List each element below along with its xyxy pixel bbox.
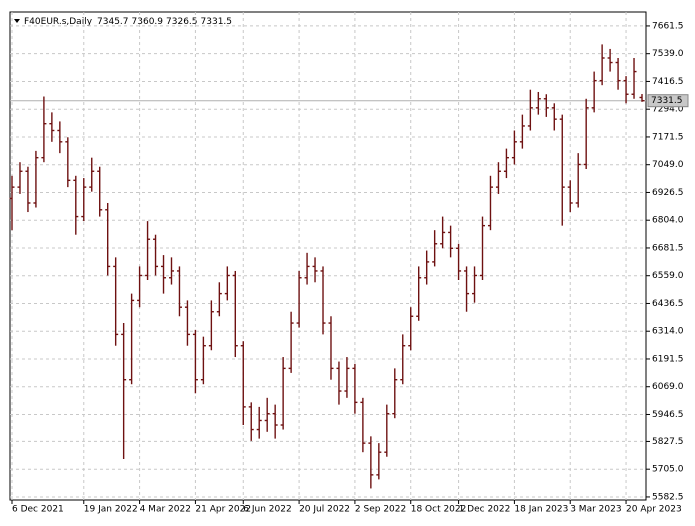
y-tick-label: 7416.5	[652, 77, 684, 87]
x-tick-label: 20 Jul 2022	[299, 505, 350, 515]
y-tick-label: 7539.0	[652, 49, 684, 59]
x-tick-label: 19 Jan 2022	[84, 505, 138, 515]
low-value: 7326.5	[166, 17, 198, 27]
y-tick-label: 6069.0	[652, 382, 684, 392]
y-tick-label: 6804.0	[652, 216, 684, 226]
x-tick-label: 3 Mar 2023	[570, 505, 621, 515]
y-tick-label: 6191.5	[652, 354, 684, 364]
y-tick-label: 7049.0	[652, 160, 684, 170]
y-tick-label: 6926.5	[652, 188, 684, 198]
x-tick-label: 18 Jan 2023	[514, 505, 568, 515]
y-tick-label: 6681.5	[652, 243, 684, 253]
y-tick-label: 6436.5	[652, 299, 684, 309]
symbol: F40EUR.s,Daily	[24, 17, 93, 27]
y-tick-label: 7171.5	[652, 132, 684, 142]
open-value: 7345.7	[97, 17, 129, 27]
x-tick-label: 20 Apr 2023	[626, 505, 682, 515]
plot-frame	[9, 11, 647, 501]
y-tick-label: 5705.0	[652, 465, 684, 475]
menu-arrow[interactable]	[14, 19, 20, 23]
y-tick-label: 7294.0	[652, 105, 684, 115]
y-tick-label: 6314.0	[652, 327, 684, 337]
close-value: 7331.5	[201, 17, 233, 27]
x-tick-label: 4 Mar 2022	[140, 505, 191, 515]
x-tick-label: 1 Dec 2022	[459, 505, 511, 515]
price-label: 7331.5	[651, 96, 683, 106]
high-value: 7360.9	[132, 17, 164, 27]
y-tick-label: 7661.5	[652, 21, 684, 31]
header: F40EUR.s,Daily 7345.7 7360.9 7326.5 7331.5	[24, 17, 232, 27]
x-tick-label: 2 Sep 2022	[355, 505, 406, 515]
x-tick-label: 6 Dec 2021	[12, 505, 64, 515]
x-tick-label: 6 Jun 2022	[243, 505, 291, 515]
price-label-box	[647, 94, 689, 108]
x-tick-label: 21 Apr 2022	[195, 505, 251, 515]
y-tick-label: 5827.5	[652, 437, 684, 447]
y-tick-label: 5582.5	[652, 492, 684, 502]
y-tick-label: 5946.5	[652, 410, 684, 420]
y-tick-label: 6559.0	[652, 271, 684, 281]
x-tick-label: 18 Oct 2022	[411, 505, 467, 515]
